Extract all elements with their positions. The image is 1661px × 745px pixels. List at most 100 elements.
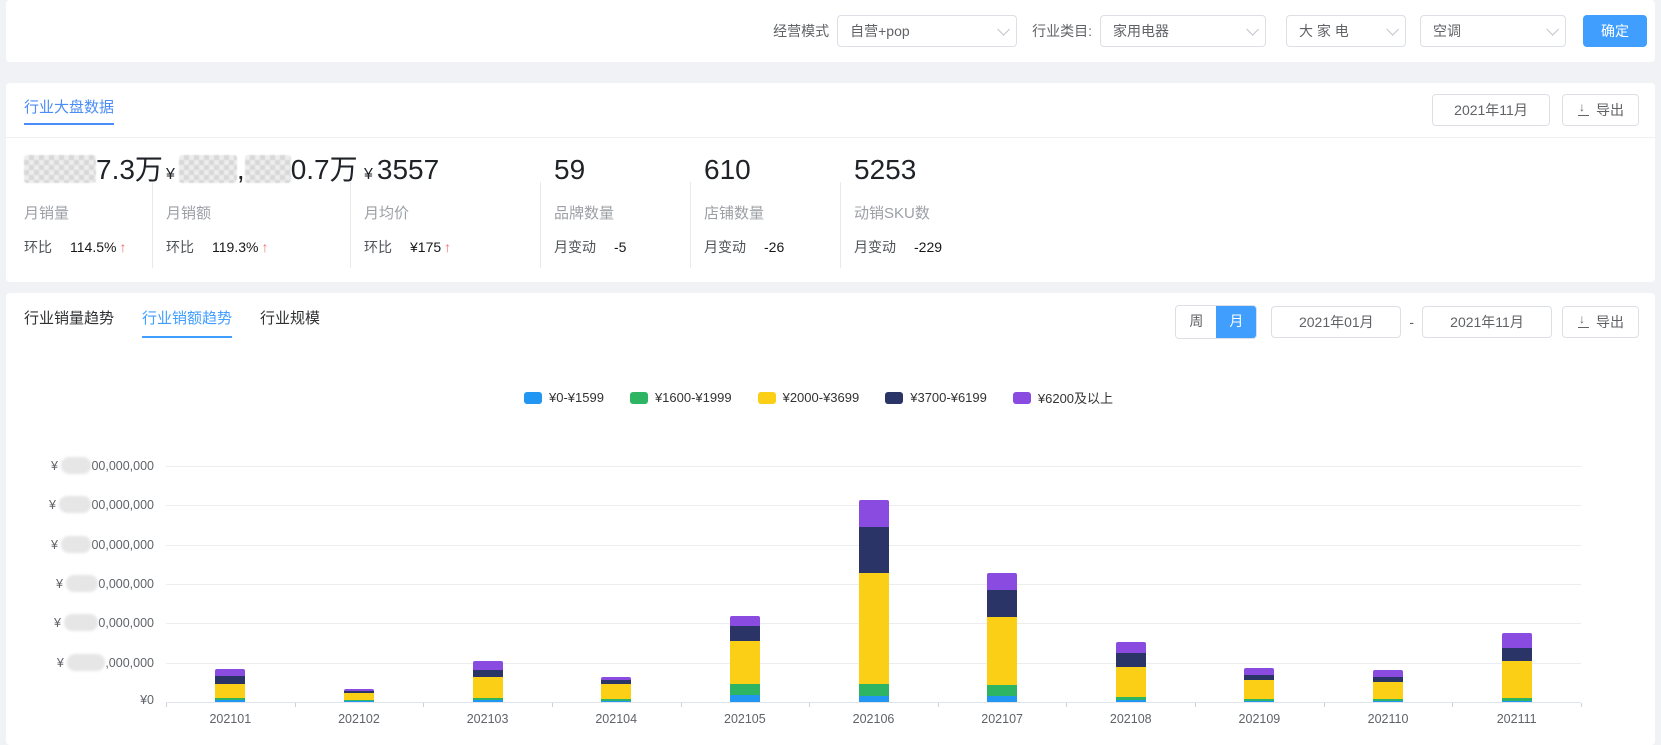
- bar-segment: [1244, 700, 1275, 702]
- legend-item[interactable]: ¥6200及以上: [1012, 388, 1113, 407]
- trend-tab[interactable]: 行业规模: [260, 310, 321, 327]
- metric-label: 环比: [364, 239, 392, 255]
- bar-segment: [1373, 676, 1404, 683]
- censored-mosaic: [24, 155, 96, 183]
- bar-segment: [1244, 674, 1275, 680]
- bar-segment: [729, 616, 760, 626]
- x-axis-label: 202103: [466, 712, 509, 726]
- y-axis-label: ¥ ,000,000: [6, 653, 154, 671]
- bar-segment: [858, 527, 889, 573]
- up-arrow-icon: ↑: [119, 239, 127, 255]
- overview-title-link[interactable]: 行业大盘数据: [24, 96, 115, 125]
- legend-label: ¥1600-¥1999: [654, 390, 732, 405]
- mode-select[interactable]: 自营+pop: [837, 15, 1018, 47]
- legend-item[interactable]: ¥2000-¥3699: [757, 390, 859, 405]
- overview-month-picker[interactable]: 2021年11月: [1432, 94, 1550, 126]
- download-icon: [1577, 312, 1590, 329]
- mode-select-value: 自营+pop: [850, 23, 910, 39]
- bar-segment: [1115, 697, 1146, 701]
- axis-tick: [1195, 703, 1197, 707]
- metric-value: 114.5%: [70, 239, 117, 255]
- bar-segment: [1115, 700, 1146, 702]
- axis-tick: [1581, 703, 1582, 707]
- bar-segment: [601, 700, 632, 702]
- filter-bar: 经营模式 自营+pop 行业类目: 家用电器 大 家 电 空调 确定: [6, 0, 1655, 62]
- bar-segment: [729, 625, 760, 641]
- legend-label: ¥0-¥1599: [549, 390, 604, 405]
- sub-category-select[interactable]: 大 家 电: [1286, 15, 1406, 47]
- gridline: [166, 466, 1581, 467]
- metric-label: 月变动: [704, 239, 746, 255]
- currency-symbol: ¥: [55, 577, 67, 591]
- up-arrow-icon: ↑: [261, 239, 269, 255]
- y-label-suffix: 0,000,000: [98, 577, 154, 591]
- x-axis-label: 202106: [852, 712, 895, 726]
- axis-tick: [166, 703, 167, 707]
- bar-segment: [343, 693, 374, 700]
- bar-segment: [343, 688, 374, 692]
- bar-segment: [601, 683, 632, 700]
- bar-segment: [987, 616, 1018, 686]
- metric-value: -5: [614, 239, 627, 255]
- x-axis-label: 202102: [338, 712, 380, 726]
- export-label: 导出: [1596, 314, 1624, 330]
- chevron-down-icon: [997, 22, 1011, 36]
- legend-item[interactable]: ¥0-¥1599: [524, 390, 604, 405]
- bar-segment: [472, 700, 503, 702]
- x-axis-line: [166, 702, 1581, 703]
- stat-value: 59: [554, 150, 690, 190]
- x-axis-label: 202105: [724, 712, 766, 726]
- bar-segment: [472, 661, 503, 670]
- bar-segment: [601, 680, 632, 684]
- legend-item[interactable]: ¥3700-¥6199: [885, 390, 987, 405]
- metric-label: 月变动: [854, 239, 896, 255]
- bar-segment: [858, 572, 889, 684]
- stat-card: ¥3557 月均价 环比 ¥175 ↑: [350, 150, 540, 268]
- export-label: 导出: [1596, 102, 1624, 118]
- category-select[interactable]: 家用电器: [1100, 15, 1266, 47]
- range-end-picker[interactable]: 2021年11月: [1422, 306, 1552, 338]
- y-label-suffix: 00,000,000: [91, 459, 154, 473]
- chevron-down-icon: [1386, 22, 1399, 36]
- y-axis-label: ¥ 00,000,000: [6, 535, 154, 553]
- range-start-picker[interactable]: 2021年01月: [1271, 306, 1402, 338]
- legend-item[interactable]: ¥1600-¥1999: [629, 390, 732, 405]
- overview-export-button[interactable]: 导出: [1562, 94, 1639, 126]
- bar-segment: [1501, 632, 1532, 648]
- stat-value: ¥3557: [364, 150, 540, 190]
- bar-segment: [987, 696, 1018, 702]
- bar-segment: [1244, 679, 1275, 700]
- bar-segment: [343, 701, 374, 702]
- stat-value-text: 3557: [376, 154, 440, 185]
- stat-card: 7.3万 月销量 环比 114.5% ↑: [24, 150, 163, 257]
- bar-segment: [729, 683, 760, 695]
- stat-card: 5253 动销SKU数 月变动 -229: [840, 150, 1040, 268]
- y-label-suffix: 0,000,000: [98, 616, 154, 631]
- y-label-suffix: 00,000,000: [91, 537, 154, 552]
- stat-metric: 月变动 -26: [704, 237, 840, 257]
- chevron-down-icon: [1246, 22, 1259, 36]
- stat-metric: 环比 114.5% ↑: [24, 237, 152, 257]
- bar-segment: [729, 640, 760, 684]
- axis-tick: [1452, 703, 1454, 707]
- stat-value-text: ¥: [364, 166, 373, 183]
- sub-category-select-value: 大 家 电: [1299, 23, 1349, 39]
- bar-segment: [1115, 666, 1146, 698]
- bar-segment: [858, 696, 889, 702]
- censored-mosaic: [178, 155, 237, 183]
- stat-card: 610 店铺数量 月变动 -26: [690, 150, 840, 268]
- trend-export-button[interactable]: 导出: [1562, 306, 1639, 338]
- bar-segment: [987, 590, 1018, 617]
- stat-value-text: 610: [704, 154, 751, 185]
- trend-tab[interactable]: 行业销额趋势: [142, 307, 233, 338]
- period-month-button[interactable]: 月: [1216, 306, 1257, 338]
- axis-tick: [294, 703, 296, 707]
- metric-value: -26: [764, 239, 785, 255]
- bar-segment: [1115, 652, 1146, 667]
- period-week-button[interactable]: 周: [1176, 306, 1217, 338]
- bar-segment: [1115, 642, 1146, 653]
- leaf-category-select[interactable]: 空调: [1420, 15, 1566, 47]
- trend-tab[interactable]: 行业销量趋势: [24, 310, 115, 327]
- confirm-button[interactable]: 确定: [1583, 15, 1647, 47]
- stat-metric: 环比 ¥175 ↑: [364, 237, 540, 257]
